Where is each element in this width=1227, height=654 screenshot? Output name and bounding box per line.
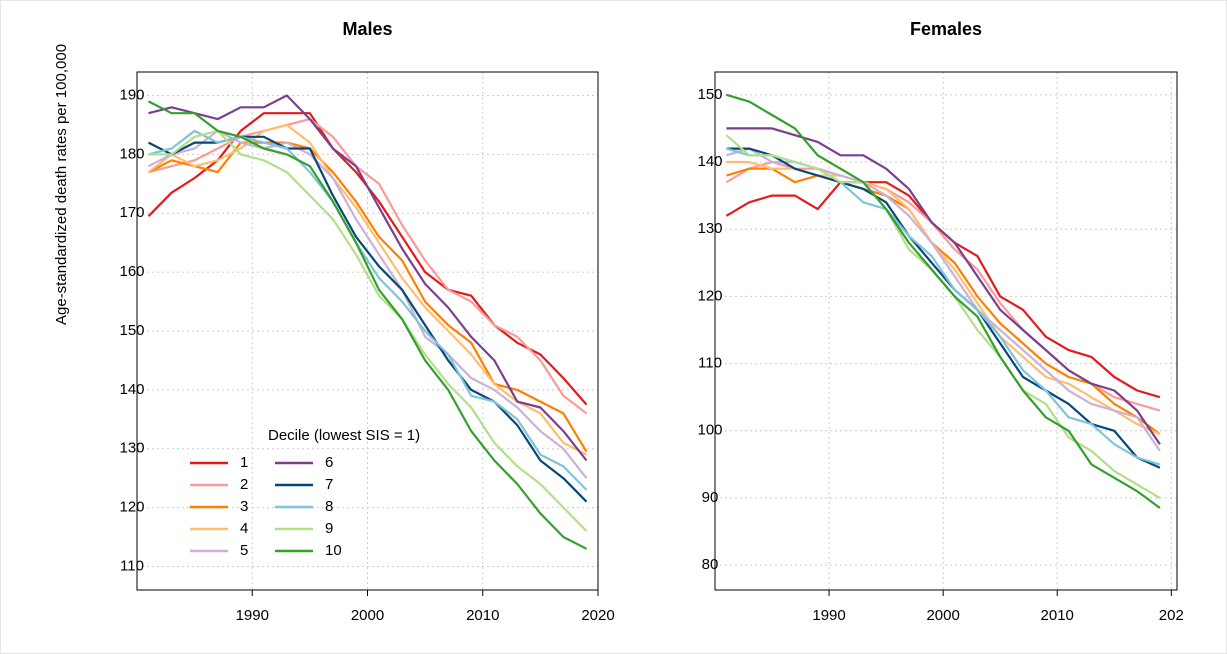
y-tick-label: 110 (120, 557, 144, 574)
y-tick-label: 100 (697, 422, 722, 439)
x-tick-label: 2020 (581, 607, 614, 624)
y-tick-label: 120 (119, 499, 144, 516)
y-tick-label: 140 (119, 381, 144, 398)
x-tick-label: 2010 (466, 607, 499, 624)
legend-label: 1 (240, 454, 248, 471)
y-tick-label: 160 (119, 263, 144, 280)
plot-frame (714, 71, 1178, 591)
data-line (148, 118, 588, 415)
y-axis-label: Age-standardized death rates per 100,000 (53, 44, 70, 325)
legend-label: 3 (240, 498, 248, 515)
data-line (726, 93, 1161, 509)
x-tick-label: 1990 (236, 607, 269, 624)
data-line (726, 127, 1161, 445)
x-tick-label: 2000 (351, 607, 384, 624)
legend-label: 8 (325, 498, 333, 515)
x-tick-label: 202 (1159, 607, 1184, 624)
y-tick-label: 80 (702, 556, 719, 573)
y-tick-label: 110 (698, 355, 722, 372)
data-line (147, 123, 588, 456)
legend-label: 10 (325, 542, 342, 559)
plot-frame (136, 71, 599, 591)
data-line (147, 141, 588, 453)
y-tick-label: 120 (697, 287, 722, 304)
data-line (148, 94, 588, 462)
data-line (147, 100, 588, 550)
x-tick-label: 2010 (1041, 607, 1074, 624)
chart-title: Females (910, 19, 982, 39)
y-tick-label: 180 (119, 145, 144, 162)
legend-label: 7 (325, 476, 333, 493)
y-tick-label: 150 (697, 86, 722, 103)
y-tick-label: 170 (119, 204, 144, 221)
legend-title: Decile (lowest SIS = 1) (268, 427, 420, 444)
legend-label: 4 (240, 520, 248, 537)
legend-label: 5 (240, 542, 248, 559)
x-tick-label: 1990 (812, 607, 845, 624)
y-tick-label: 130 (697, 220, 722, 237)
y-tick-label: 90 (702, 489, 719, 506)
legend-label: 2 (240, 476, 248, 493)
y-tick-label: 140 (697, 153, 722, 170)
data-line (148, 129, 588, 491)
data-line (148, 129, 588, 532)
legend-label: 6 (325, 454, 333, 471)
y-tick-label: 130 (119, 440, 144, 457)
y-tick-label: 190 (119, 87, 144, 104)
x-tick-label: 2000 (926, 607, 959, 624)
data-line (726, 147, 1161, 469)
legend-label: 9 (325, 520, 333, 537)
y-tick-label: 150 (119, 322, 144, 339)
chart-title: Males (342, 19, 392, 39)
